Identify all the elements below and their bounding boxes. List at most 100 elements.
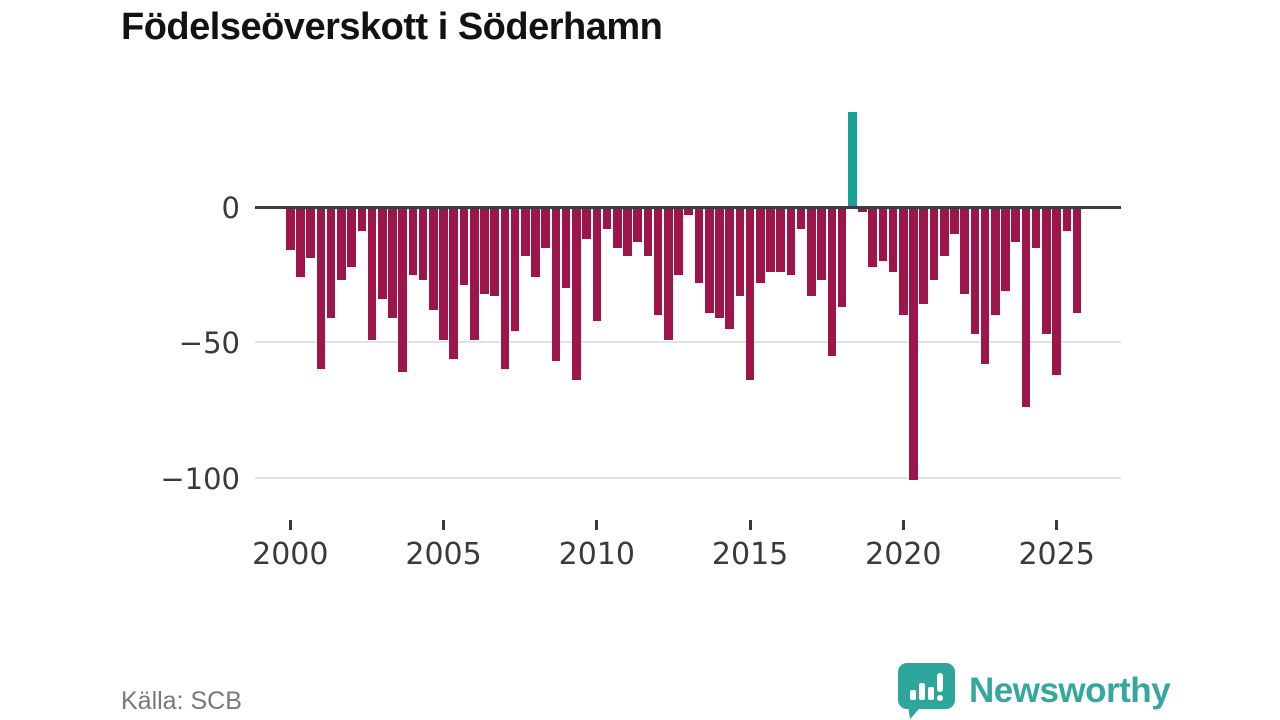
x-axis-tick-label: 2020 (865, 537, 942, 572)
bar (347, 207, 356, 267)
logo-exclamation-dot (937, 695, 943, 701)
x-axis-tick (748, 520, 752, 530)
bar (888, 207, 898, 272)
bar (357, 207, 367, 232)
bar (991, 207, 1000, 316)
bar (1072, 207, 1082, 313)
bar (326, 207, 336, 318)
logo-bubble-icon (898, 663, 955, 719)
bar (725, 207, 734, 329)
bar (776, 207, 786, 272)
x-axis-tick (288, 520, 292, 530)
bar (633, 207, 642, 243)
chart-title: Födelseöverskott i Söderhamn (121, 6, 663, 48)
bar (521, 207, 530, 256)
source-note: Källa: SCB (121, 687, 242, 715)
bar (919, 207, 929, 305)
bar (316, 207, 326, 370)
bar (1011, 207, 1021, 243)
x-axis-tick-label: 2000 (252, 537, 329, 572)
x-axis-tick-label: 2005 (405, 537, 482, 572)
x-axis-tick (901, 520, 905, 530)
bar (1031, 207, 1041, 248)
y-axis-label: 0 (221, 191, 240, 225)
x-axis-tick (595, 520, 599, 530)
bar (418, 207, 428, 281)
logo-bar-1 (910, 690, 916, 700)
bar (756, 207, 765, 283)
bar (950, 207, 959, 235)
y-axis-label: −100 (160, 461, 240, 496)
bar (909, 207, 918, 481)
gridline (255, 341, 1121, 344)
bar (929, 207, 939, 281)
bar (541, 207, 551, 248)
speech-bubble-shape (898, 663, 955, 719)
newsworthy-logo: Newsworthy (897, 662, 1171, 720)
bar (449, 207, 459, 359)
bar (1001, 207, 1010, 291)
newsworthy-wordmark: Newsworthy (969, 671, 1171, 710)
bar (439, 207, 448, 340)
bar (674, 207, 683, 275)
bar (612, 207, 622, 248)
bar (1042, 207, 1051, 335)
y-axis-label: −50 (178, 326, 240, 361)
logo-bar-2 (919, 683, 925, 700)
bar (582, 207, 591, 240)
bar (837, 207, 847, 308)
bar (684, 207, 694, 216)
bar (745, 207, 755, 381)
bar (715, 207, 724, 318)
bar (551, 207, 561, 362)
bar (970, 207, 980, 335)
x-axis-tick-label: 2025 (1018, 537, 1095, 572)
x-axis-tick-label: 2015 (711, 537, 789, 572)
bar (735, 207, 745, 297)
bar (1062, 207, 1072, 232)
zero-line (255, 205, 1121, 209)
bar (429, 207, 438, 310)
x-axis-tick (442, 520, 446, 530)
bar (337, 207, 346, 281)
logo-exclamation-stem (937, 673, 943, 692)
bar (408, 207, 418, 275)
bar (510, 207, 520, 332)
bar (480, 207, 489, 294)
bar (817, 207, 826, 281)
x-axis-tick-label: 2010 (558, 537, 635, 572)
bar (531, 207, 540, 278)
bar (367, 207, 377, 340)
bar (1021, 207, 1031, 408)
bar (592, 207, 602, 321)
bar (602, 207, 612, 229)
bar (694, 207, 704, 283)
bar (388, 207, 397, 318)
bar (643, 207, 653, 256)
x-axis-tick (1055, 520, 1059, 530)
bar (664, 207, 673, 340)
bar (623, 207, 632, 256)
bar (500, 207, 510, 370)
bar (398, 207, 407, 373)
bar (899, 207, 908, 316)
bar (858, 207, 867, 213)
bar (704, 207, 714, 313)
bar (878, 207, 888, 262)
bar (827, 207, 837, 356)
bar (796, 207, 806, 229)
bar (653, 207, 663, 316)
bar (1052, 207, 1061, 375)
positive-bar (847, 112, 857, 207)
bar (296, 207, 305, 278)
bar (766, 207, 775, 272)
bar (561, 207, 571, 289)
bar (807, 207, 816, 297)
logo-bar-3 (928, 687, 934, 700)
bar (980, 207, 990, 364)
bar (572, 207, 581, 381)
bar (286, 207, 295, 251)
bar (939, 207, 949, 256)
